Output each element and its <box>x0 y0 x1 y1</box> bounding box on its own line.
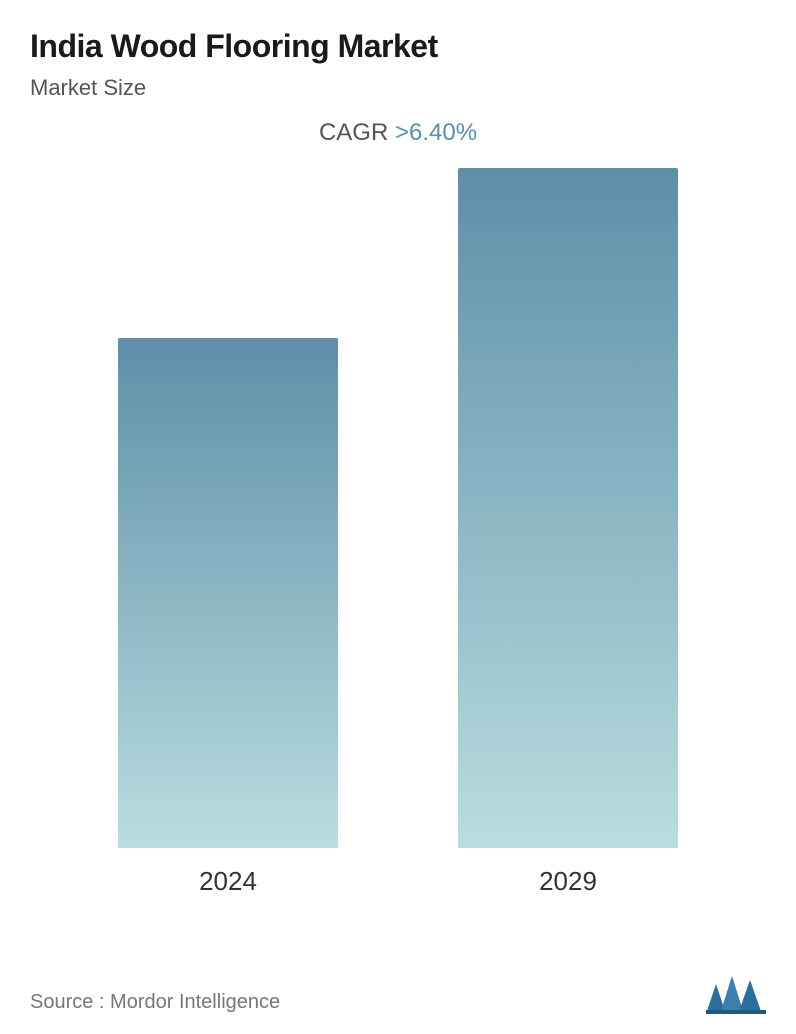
cagr-label: CAGR <box>319 119 395 146</box>
cagr-value: >6.40% <box>395 119 477 146</box>
chart-title: India Wood Flooring Market <box>30 28 766 65</box>
source-text: Source : Mordor Intelligence <box>30 991 280 1014</box>
mordor-logo-icon <box>706 976 766 1014</box>
chart-subtitle: Market Size <box>30 75 766 101</box>
footer: Source : Mordor Intelligence <box>30 976 766 1014</box>
bar-group-2024: 2024 <box>118 338 338 897</box>
bar-label-2029: 2029 <box>539 866 597 897</box>
bar-label-2024: 2024 <box>199 866 257 897</box>
bar-2029 <box>458 168 678 848</box>
bar-2024 <box>118 338 338 848</box>
bar-group-2029: 2029 <box>458 168 678 897</box>
cagr-text: CAGR >6.40% <box>30 119 766 147</box>
bar-chart: 2024 2029 <box>30 177 766 897</box>
